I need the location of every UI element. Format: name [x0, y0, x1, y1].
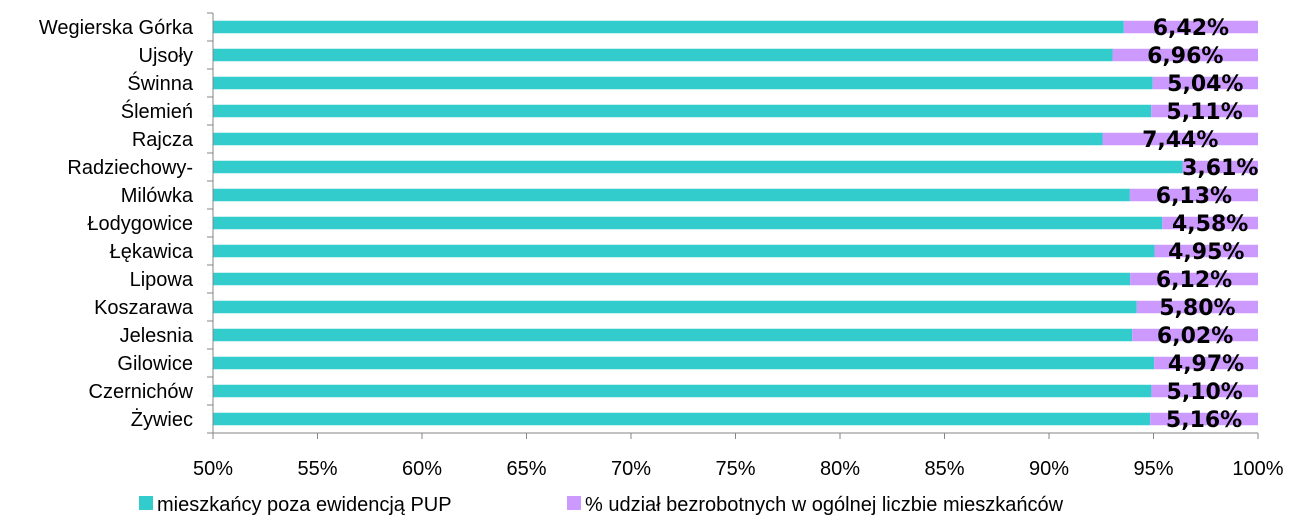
- legend-label-series-1: mieszkańcy poza ewidencją PUP: [157, 494, 452, 516]
- legend-swatch-series-1: [139, 496, 153, 510]
- data-label: 4,97%: [1168, 352, 1244, 377]
- bar-series-1: [213, 188, 1130, 202]
- category-label: Żywiec: [131, 408, 193, 431]
- category-label: Radziechowy-: [67, 157, 193, 179]
- data-label: 5,16%: [1166, 408, 1242, 433]
- bar-series-1: [213, 132, 1103, 146]
- x-tick-label: 75%: [715, 458, 755, 480]
- bar-series-2: [1102, 132, 1258, 146]
- bar-series-1: [213, 300, 1137, 314]
- bar-series-2: [1129, 188, 1258, 202]
- data-label: 5,10%: [1167, 380, 1243, 405]
- bar-series-1: [213, 244, 1155, 258]
- bar-series-2: [1136, 300, 1258, 314]
- bar-series-1: [213, 104, 1152, 118]
- bar-series-1: [213, 328, 1133, 342]
- data-label: 7,44%: [1142, 128, 1218, 153]
- bar-series-2: [1154, 356, 1258, 370]
- data-label: 5,80%: [1159, 296, 1235, 321]
- category-label: Rajcza: [132, 129, 194, 151]
- x-tick-label: 90%: [1029, 458, 1069, 480]
- bar-series-1: [213, 76, 1153, 90]
- x-tick-label: 60%: [402, 458, 442, 480]
- data-label: 5,11%: [1166, 100, 1242, 125]
- bar-series-1: [213, 160, 1183, 174]
- category-label: Czernichów: [89, 381, 194, 403]
- bar-series-1: [213, 384, 1152, 398]
- bar-series-2: [1123, 20, 1258, 34]
- bar-series-2: [1151, 384, 1258, 398]
- bar-series-2: [1132, 328, 1258, 342]
- data-label: 5,04%: [1167, 72, 1243, 97]
- category-label: Łękawica: [110, 241, 194, 263]
- category-label: Gilowice: [117, 353, 193, 375]
- data-label: 4,58%: [1172, 212, 1248, 237]
- bar-series-2: [1154, 244, 1258, 258]
- data-label: 6,42%: [1153, 16, 1229, 41]
- bar-series-2: [1182, 160, 1258, 174]
- x-tick-label: 65%: [506, 458, 546, 480]
- bar-series-1: [213, 216, 1163, 230]
- x-tick-label: 70%: [611, 458, 651, 480]
- bar-series-2: [1162, 216, 1258, 230]
- bar-series-1: [213, 20, 1124, 34]
- legend-swatch-series-2: [567, 496, 581, 510]
- data-label: 6,13%: [1156, 184, 1232, 209]
- bar-series-1: [213, 48, 1113, 62]
- bar-series-1: [213, 412, 1151, 426]
- x-tick-label: 80%: [820, 458, 860, 480]
- category-label: Ślemień: [121, 99, 193, 123]
- x-tick-label: 85%: [924, 458, 964, 480]
- category-label: Milówka: [121, 185, 194, 207]
- x-tick-label: 95%: [1133, 458, 1173, 480]
- bar-series-1: [213, 272, 1131, 286]
- category-label: Jelesnia: [120, 325, 194, 347]
- data-label: 3,61%: [1182, 156, 1258, 181]
- bar-series-1: [213, 356, 1155, 370]
- x-tick-label: 50%: [193, 458, 233, 480]
- category-label: Lipowa: [130, 269, 194, 291]
- bar-series-2: [1112, 48, 1258, 62]
- x-tick-label: 100%: [1232, 458, 1283, 480]
- category-label: Ujsoły: [139, 45, 193, 67]
- bar-series-2: [1151, 104, 1258, 118]
- category-label: Łodygowice: [87, 213, 193, 235]
- bar-series-2: [1152, 76, 1258, 90]
- data-label: 6,12%: [1156, 268, 1232, 293]
- bar-series-2: [1150, 412, 1258, 426]
- data-label: 6,02%: [1157, 324, 1233, 349]
- data-label: 6,96%: [1147, 44, 1223, 69]
- data-label: 4,95%: [1168, 240, 1244, 265]
- category-label: Wegierska Górka: [39, 17, 194, 39]
- category-label: Koszarawa: [94, 297, 194, 319]
- category-label: Świnna: [127, 71, 193, 95]
- x-tick-label: 55%: [297, 458, 337, 480]
- bar-series-2: [1130, 272, 1258, 286]
- legend-label-series-2: % udział bezrobotnych w ogólnej liczbie …: [585, 494, 1064, 516]
